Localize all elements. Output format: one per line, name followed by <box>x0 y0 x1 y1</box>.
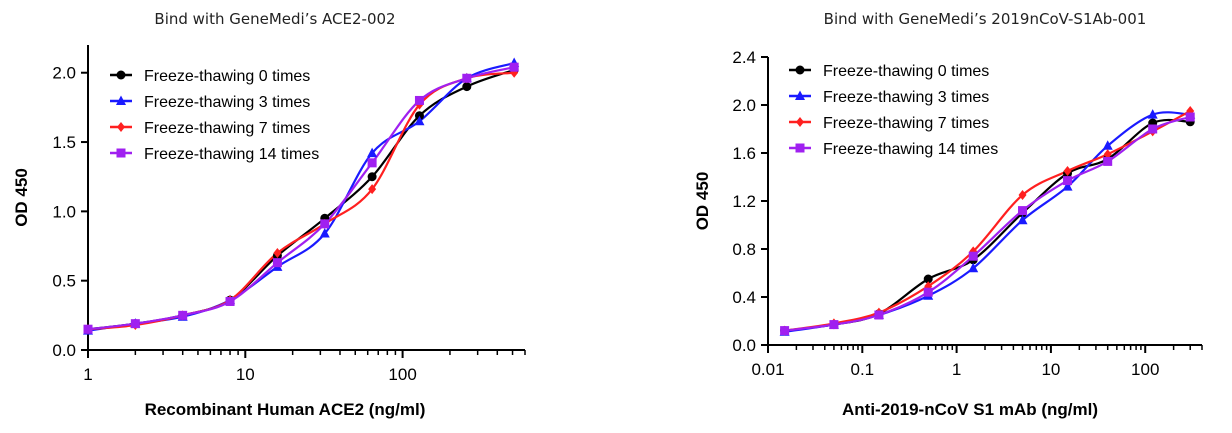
legend-label: Freeze-thawing 14 times <box>823 141 998 158</box>
data-point <box>968 262 979 273</box>
data-point <box>780 326 790 336</box>
x-tick-label: 10 <box>1041 360 1060 379</box>
x-tick-label: 1 <box>83 365 92 384</box>
y-tick-label: 2.0 <box>732 96 756 115</box>
data-point <box>1185 112 1195 122</box>
data-point <box>1062 181 1073 191</box>
data-point <box>178 310 188 320</box>
data-point <box>368 184 377 195</box>
y-tick-label: 0.4 <box>732 288 756 307</box>
x-tick-label: 0.1 <box>850 360 874 379</box>
legend-marker <box>795 90 805 100</box>
x-tick-label: 1 <box>952 360 961 379</box>
y-tick-label: 1.0 <box>52 202 76 221</box>
y-tick-label: 0.0 <box>732 336 756 355</box>
y-tick-label: 0.5 <box>52 272 76 291</box>
legend-label: Freeze-thawing 3 times <box>144 94 310 111</box>
data-point <box>1147 109 1158 119</box>
y-tick-label: 0.8 <box>732 240 756 259</box>
legend-label: Freeze-thawing 3 times <box>823 89 989 106</box>
data-point <box>1102 140 1113 150</box>
data-point <box>320 219 330 229</box>
data-point <box>130 319 140 329</box>
data-point <box>829 320 839 330</box>
chart-2: Bind with GeneMedi’s 2019nCoV-S1Ab-001 0.… <box>693 10 1203 419</box>
data-point <box>319 228 330 238</box>
data-point <box>83 324 93 334</box>
legend-label: Freeze-thawing 0 times <box>144 68 310 85</box>
data-point <box>272 258 282 268</box>
legend-label: Freeze-thawing 7 times <box>144 120 310 137</box>
y-tick-label: 2.4 <box>732 48 756 67</box>
data-point <box>1063 166 1072 176</box>
data-point <box>968 251 978 261</box>
y-axis-label: OD 450 <box>12 168 31 227</box>
x-tick-label: 0.01 <box>751 360 784 379</box>
y-tick-label: 1.6 <box>732 144 756 163</box>
x-tick-label: 10 <box>236 365 255 384</box>
data-point <box>1103 156 1113 166</box>
data-point <box>1148 124 1158 134</box>
x-tick-label: 100 <box>388 365 416 384</box>
legend-label: Freeze-thawing 14 times <box>144 146 319 163</box>
legend-label: Freeze-thawing 0 times <box>823 63 989 80</box>
legend-marker <box>116 148 126 158</box>
y-tick-label: 0.0 <box>52 341 76 360</box>
data-point <box>367 158 377 168</box>
chart-title: Bind with GeneMedi’s 2019nCoV-S1Ab-001 <box>824 10 1147 28</box>
data-point <box>1018 206 1028 216</box>
series-line-4 <box>87 66 515 331</box>
data-point <box>462 82 472 92</box>
x-axis-label: Recombinant Human ACE2 (ng/ml) <box>145 400 426 419</box>
chart-1: Bind with GeneMedi’s ACE2-002 0.0 0.5 1.0 1.… <box>12 10 526 419</box>
data-point <box>367 172 377 182</box>
legend-marker <box>116 70 126 80</box>
data-point <box>462 73 472 83</box>
legend-label: Freeze-thawing 7 times <box>823 115 989 132</box>
data-point <box>414 115 425 126</box>
data-point <box>923 274 933 284</box>
chart-title: Bind with GeneMedi’s ACE2-002 <box>154 10 395 28</box>
y-tick-label: 2.0 <box>52 64 76 83</box>
y-axis-label: OD 450 <box>693 172 712 231</box>
data-point <box>1017 214 1028 225</box>
y-tick-label: 1.5 <box>52 133 76 152</box>
legend-marker <box>796 117 804 127</box>
x-tick-label: 100 <box>1131 360 1159 379</box>
legend-marker <box>795 143 805 153</box>
data-point <box>1103 149 1112 160</box>
data-point <box>923 287 933 297</box>
legend-marker <box>795 65 805 75</box>
series-line-4 <box>784 115 1191 332</box>
data-point <box>273 247 282 258</box>
x-axis-label: Anti-2019-nCoV S1 mAb (ng/ml) <box>842 400 1098 419</box>
data-point <box>367 147 378 158</box>
data-point <box>414 95 424 105</box>
data-point <box>874 310 884 320</box>
legend-marker <box>117 122 125 132</box>
data-point <box>414 111 424 121</box>
data-point <box>1063 176 1073 186</box>
y-tick-label: 1.2 <box>732 192 756 211</box>
data-point <box>225 296 235 306</box>
series-line-3 <box>87 71 515 331</box>
series-line-3 <box>784 110 1191 332</box>
data-point <box>509 62 519 72</box>
legend-marker <box>116 95 126 105</box>
data-point <box>1018 190 1027 200</box>
